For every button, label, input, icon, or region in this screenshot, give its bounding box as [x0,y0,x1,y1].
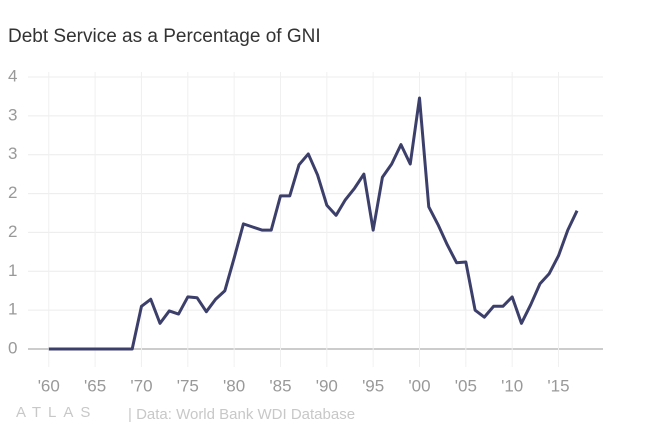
y-tick-label: 3 [8,144,17,163]
x-tick-label: '05 [455,376,477,395]
x-tick-label: '70 [130,376,152,395]
x-tick-label: '80 [223,376,245,395]
x-tick-label: '95 [362,376,384,395]
x-tick-label: '65 [84,376,106,395]
x-tick-label: '90 [316,376,338,395]
y-tick-label: 3 [8,105,17,124]
y-tick-label: 0 [8,338,17,357]
y-tick-label: 2 [8,222,17,241]
y-tick-label: 2 [8,183,17,202]
x-tick-label: '85 [269,376,291,395]
x-tick-label: '75 [177,376,199,395]
x-tick-label: '60 [38,376,60,395]
data-line [48,96,579,351]
x-tick-label: '15 [547,376,569,395]
y-tick-label: 4 [8,66,17,85]
y-tick-label: 1 [8,261,17,280]
source: | Data: World Bank WDI Database [128,406,355,423]
x-tick-label: '10 [501,376,523,395]
logo: ATLAS [16,404,97,421]
y-tick-label: 1 [8,300,17,319]
x-tick-label: '00 [408,376,430,395]
chart-title: Debt Service as a Percentage of GNI [8,26,321,47]
